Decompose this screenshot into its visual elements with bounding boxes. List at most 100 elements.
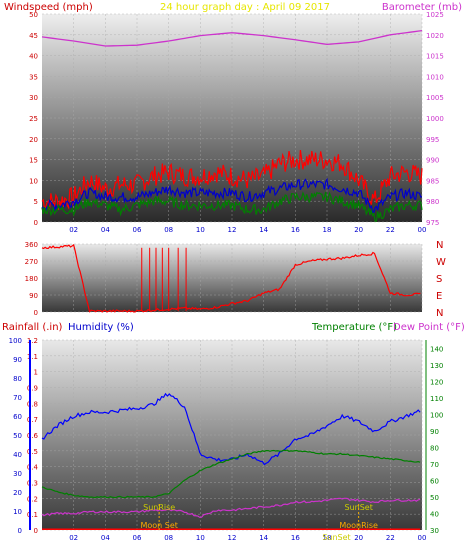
temp-tick-label: 120 (430, 378, 443, 386)
graph-title: 24 hour graph day : April 09 2017 (160, 2, 330, 13)
humidity-tick-label: 100 (9, 337, 22, 345)
temp-tick-label: 40 (430, 510, 439, 518)
x-tick-label: 04 (101, 534, 110, 542)
x-tick-label: 18 (323, 534, 332, 542)
compass-label: E (436, 291, 442, 302)
wind-tick-label: 35 (29, 73, 38, 81)
x-tick-label: 06 (133, 534, 142, 542)
humidity-tick-label: 40 (13, 451, 22, 459)
baro-tick-label: 1010 (426, 73, 444, 81)
wind-tick-label: 10 (29, 177, 38, 185)
rain-tick-label: 0 (34, 527, 38, 535)
event-label: Moon Set (140, 521, 177, 530)
humidity-label: Humidity (%) (68, 322, 134, 333)
temp-tick-label: 130 (430, 362, 443, 370)
baro-tick-label: 990 (426, 157, 439, 165)
temp-tick-label: 50 (430, 494, 439, 502)
x-tick-label: 02 (69, 534, 78, 542)
humidity-tick-label: 0 (18, 527, 22, 535)
rain-tick-label: 0.5 (27, 448, 38, 456)
x-tick-label: 06 (133, 226, 142, 234)
event-label: MoonRise (339, 521, 378, 530)
baro-tick-label: 1000 (426, 115, 444, 123)
baro-tick-label: 975 (426, 219, 439, 227)
temp-tick-label: 60 (430, 477, 439, 485)
compass-label: W (436, 257, 446, 268)
temp-tick-label: 140 (430, 345, 443, 353)
x-tick-label: 00 (418, 534, 427, 542)
x-tick-label: 04 (101, 226, 110, 234)
x-tick-label: 20 (354, 534, 363, 542)
humidity-tick-label: 80 (13, 375, 22, 383)
wind-tick-label: 15 (29, 157, 38, 165)
wind-average-line (41, 177, 423, 214)
rain-tick-label: 0.9 (27, 385, 38, 393)
x-tick-label: 12 (228, 534, 237, 542)
x-tick-label: 16 (291, 534, 300, 542)
direction-tick-label: 270 (25, 258, 38, 266)
temp-tick-label: 30 (430, 527, 439, 535)
rain-tick-label: 0.1 (27, 511, 38, 519)
windspeed-label: Windspeed (mph) (4, 2, 93, 13)
compass-label: N (436, 240, 443, 251)
rain-tick-label: 0.4 (27, 464, 39, 472)
wind-tick-label: 45 (29, 32, 38, 40)
direction-tick-label: 180 (25, 275, 38, 283)
temperature-label: Temperature (°F) (311, 322, 397, 333)
baro-tick-label: 980 (426, 198, 439, 206)
x-tick-label: 22 (386, 226, 395, 234)
baro-tick-label: 1020 (426, 32, 444, 40)
x-tick-label: 14 (259, 534, 268, 542)
rain-tick-label: 1.2 (27, 337, 38, 345)
x-tick-label: 10 (196, 534, 205, 542)
x-tick-label: 20 (354, 226, 363, 234)
rain-tick-label: 0.6 (27, 432, 39, 440)
rain-tick-label: 1 (34, 369, 38, 377)
x-tick-label: 22 (386, 534, 395, 542)
x-tick-label: 12 (228, 226, 237, 234)
event-label: SunRise (143, 503, 175, 512)
barometer-line (41, 29, 423, 47)
humidity-tick-label: 50 (13, 432, 22, 440)
rain-tick-label: 0.8 (27, 400, 38, 408)
wind-tick-label: 40 (29, 53, 38, 61)
wind-minimum-line (41, 191, 423, 222)
event-label: SunSet (322, 533, 350, 542)
direction-line (41, 244, 421, 313)
x-tick-label: 08 (164, 534, 173, 542)
x-tick-label: 10 (196, 226, 205, 234)
humidity-tick-label: 60 (13, 413, 22, 421)
direction-tick-label: 90 (29, 292, 38, 300)
wind-tick-label: 30 (29, 94, 38, 102)
compass-label: S (436, 274, 442, 285)
temp-tick-label: 110 (430, 395, 443, 403)
rain-tick-label: 1.1 (27, 353, 38, 361)
wind-gust-line (41, 149, 423, 212)
humidity-tick-label: 30 (13, 470, 22, 478)
x-tick-label: 00 (418, 226, 427, 234)
wind-tick-label: 50 (29, 11, 38, 19)
wind-tick-label: 5 (34, 198, 38, 206)
rain-tick-label: 0.2 (27, 495, 38, 503)
temp-tick-label: 70 (430, 461, 439, 469)
baro-tick-label: 985 (426, 177, 439, 185)
rain-tick-label: 0.3 (27, 480, 38, 488)
humidity-tick-label: 20 (13, 489, 22, 497)
temperature-line (41, 449, 421, 499)
baro-tick-label: 1005 (426, 94, 444, 102)
direction-tick-label: 360 (25, 241, 38, 249)
wind-tick-label: 0 (34, 219, 38, 227)
humidity-tick-label: 10 (13, 508, 22, 516)
wind-tick-label: 25 (29, 115, 38, 123)
direction-tick-label: 0 (34, 309, 38, 317)
event-label: SunSet (344, 503, 372, 512)
temp-tick-label: 80 (430, 444, 439, 452)
x-tick-label: 02 (69, 226, 78, 234)
baro-tick-label: 995 (426, 136, 439, 144)
x-tick-label: 18 (323, 226, 332, 234)
humidity-line (41, 392, 421, 466)
temp-tick-label: 100 (430, 411, 443, 419)
humidity-tick-label: 70 (13, 394, 22, 402)
